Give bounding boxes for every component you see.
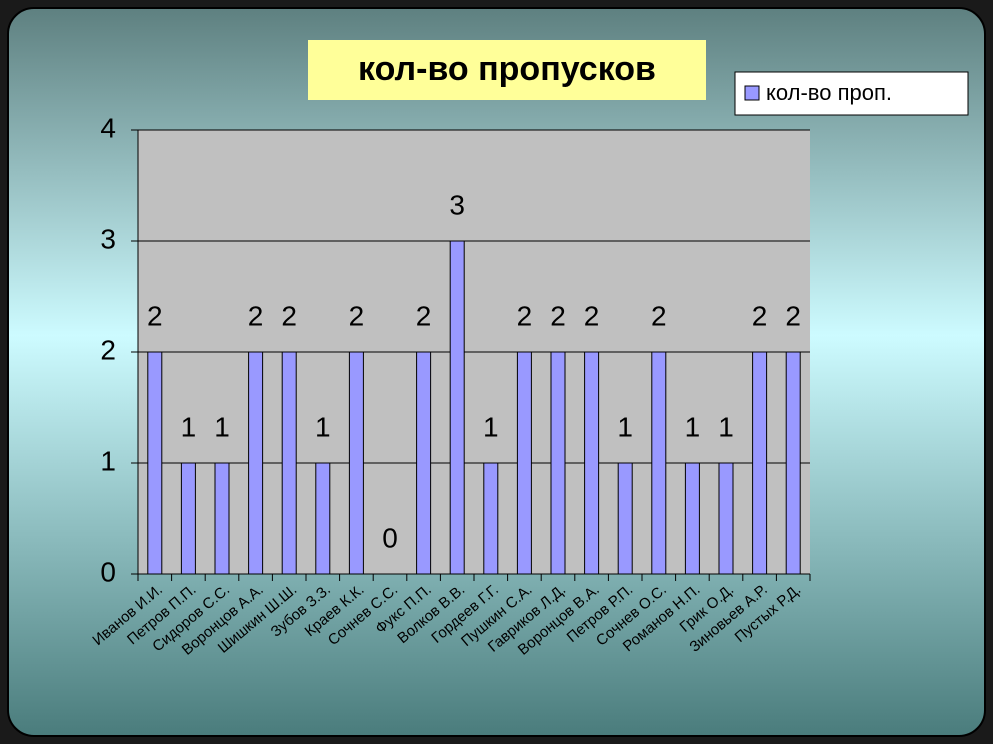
y-tick-label: 0: [100, 556, 116, 587]
legend-swatch: [744, 85, 760, 101]
bar: [281, 351, 297, 575]
bar: [449, 240, 465, 575]
data-label: 1: [617, 411, 633, 442]
bar: [785, 351, 801, 575]
bar: [651, 351, 667, 575]
legend-label: кол-во проп.: [766, 80, 892, 105]
bar: [348, 351, 364, 575]
legend: [734, 71, 969, 116]
bar: [584, 351, 600, 575]
data-label: 2: [550, 300, 566, 331]
y-tick-label: 4: [100, 112, 116, 143]
data-label: 1: [718, 411, 734, 442]
data-label: 2: [147, 300, 163, 331]
y-tick-label: 1: [100, 445, 116, 476]
data-label: 2: [651, 300, 667, 331]
bar: [550, 351, 566, 575]
data-label: 2: [248, 300, 264, 331]
data-label: 2: [752, 300, 768, 331]
data-label: 2: [349, 300, 365, 331]
data-label: 1: [214, 411, 230, 442]
data-label: 1: [483, 411, 499, 442]
title-box: [308, 40, 706, 100]
bar: [315, 462, 331, 575]
data-label: 2: [584, 300, 600, 331]
data-label: 1: [181, 411, 197, 442]
bar: [684, 462, 700, 575]
bar: [752, 351, 768, 575]
data-label: 2: [416, 300, 432, 331]
data-label: 3: [449, 189, 465, 220]
data-label: 2: [517, 300, 533, 331]
bar: [248, 351, 264, 575]
bar: [483, 462, 499, 575]
data-label: 1: [315, 411, 331, 442]
bar: [617, 462, 633, 575]
y-tick-label: 3: [100, 223, 116, 254]
data-label: 1: [685, 411, 701, 442]
bar: [516, 351, 532, 575]
bar: [718, 462, 734, 575]
bar: [147, 351, 163, 575]
data-label: 2: [785, 300, 801, 331]
data-label: 0: [382, 522, 398, 553]
bar: [180, 462, 196, 575]
bar: [416, 351, 432, 575]
data-label: 2: [281, 300, 297, 331]
chart-title: кол-во пропусков: [358, 50, 656, 88]
bar: [214, 462, 230, 575]
y-tick-label: 2: [100, 334, 116, 365]
